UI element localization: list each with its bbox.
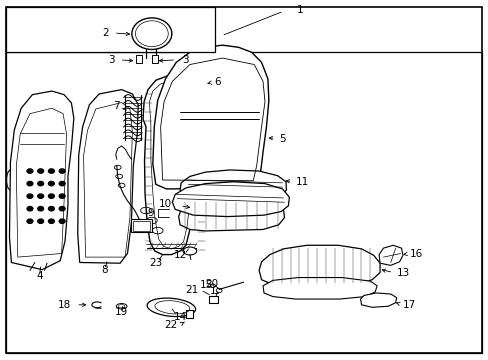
Text: 1: 1 xyxy=(297,5,303,15)
Circle shape xyxy=(48,169,54,173)
Circle shape xyxy=(38,219,43,224)
Text: 3: 3 xyxy=(108,54,115,64)
Bar xyxy=(5,7,215,51)
Text: 6: 6 xyxy=(214,77,221,87)
Text: 21: 21 xyxy=(184,285,198,296)
Text: 10: 10 xyxy=(159,199,172,210)
Bar xyxy=(185,310,193,318)
Text: 23: 23 xyxy=(149,258,162,268)
Polygon shape xyxy=(378,245,402,265)
Text: 7: 7 xyxy=(113,102,120,112)
Text: 17: 17 xyxy=(402,300,415,310)
Text: 12: 12 xyxy=(173,250,186,260)
Circle shape xyxy=(27,181,33,186)
Polygon shape xyxy=(178,200,284,231)
Bar xyxy=(209,296,218,303)
Circle shape xyxy=(48,207,54,211)
Circle shape xyxy=(27,169,33,173)
Bar xyxy=(133,221,150,231)
Circle shape xyxy=(59,194,65,198)
Bar xyxy=(5,51,482,353)
Text: 4: 4 xyxy=(36,271,43,281)
Bar xyxy=(136,55,142,63)
Text: 22: 22 xyxy=(163,320,177,329)
Circle shape xyxy=(59,207,65,211)
Polygon shape xyxy=(9,91,74,270)
Circle shape xyxy=(59,169,65,173)
Text: 13: 13 xyxy=(396,268,409,278)
Polygon shape xyxy=(360,293,396,307)
Text: 15: 15 xyxy=(199,280,212,290)
Polygon shape xyxy=(143,74,204,255)
Text: 14: 14 xyxy=(173,312,186,322)
Circle shape xyxy=(27,207,33,211)
Text: 18: 18 xyxy=(58,300,71,310)
Circle shape xyxy=(48,219,54,224)
Ellipse shape xyxy=(183,247,196,255)
Text: 2: 2 xyxy=(102,28,109,38)
Circle shape xyxy=(38,194,43,198)
Circle shape xyxy=(27,219,33,224)
Text: 11: 11 xyxy=(295,177,308,187)
Polygon shape xyxy=(172,182,289,217)
Circle shape xyxy=(48,194,54,198)
Circle shape xyxy=(38,181,43,186)
Text: 5: 5 xyxy=(279,134,285,144)
Polygon shape xyxy=(180,170,286,201)
Circle shape xyxy=(38,207,43,211)
Ellipse shape xyxy=(147,298,195,316)
Text: 20: 20 xyxy=(204,279,218,289)
Bar xyxy=(152,55,158,63)
Bar xyxy=(131,220,152,232)
Text: 3: 3 xyxy=(182,54,188,64)
Ellipse shape xyxy=(132,18,171,49)
Ellipse shape xyxy=(116,303,127,309)
Circle shape xyxy=(38,169,43,173)
Text: 19: 19 xyxy=(115,307,128,317)
Polygon shape xyxy=(263,278,376,299)
Circle shape xyxy=(59,181,65,186)
Polygon shape xyxy=(78,90,138,263)
Circle shape xyxy=(59,219,65,224)
Polygon shape xyxy=(153,45,268,189)
Polygon shape xyxy=(259,245,379,287)
Circle shape xyxy=(48,181,54,186)
Text: 16: 16 xyxy=(409,248,423,258)
Text: 8: 8 xyxy=(101,265,107,275)
Circle shape xyxy=(27,194,33,198)
Text: 9: 9 xyxy=(147,208,154,218)
